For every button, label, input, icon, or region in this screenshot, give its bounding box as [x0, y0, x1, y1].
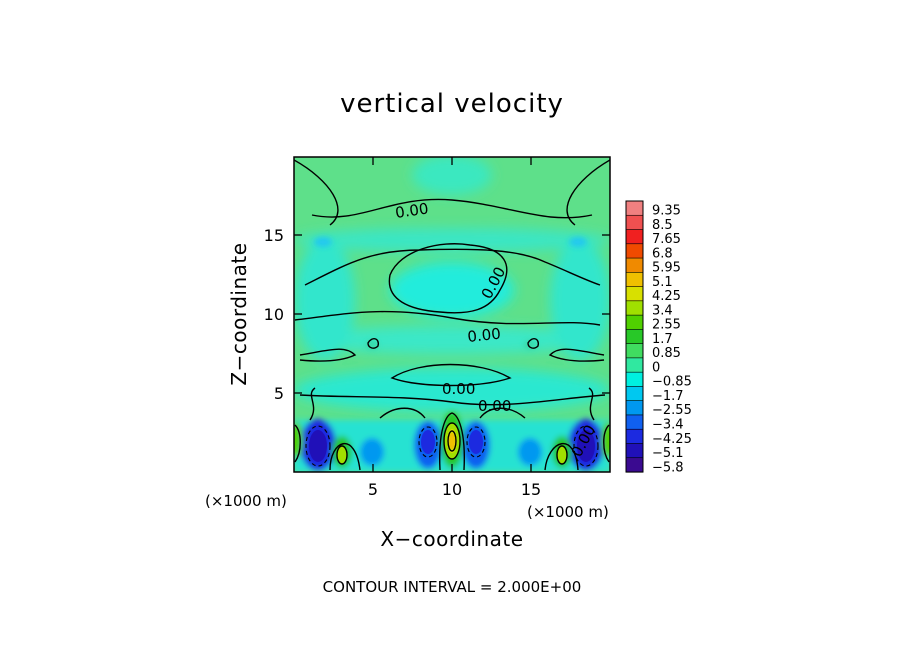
colorbar-swatch [625, 214, 644, 231]
x-tick-label: 10 [442, 480, 462, 499]
y-tick-label: 10 [264, 305, 284, 324]
x-unit-label: (×1000 m) [527, 503, 609, 521]
contour-interval-text: CONTOUR INTERVAL = 2.000E+00 [323, 578, 582, 596]
colorbar-frame [625, 200, 644, 473]
colorbar-swatch [625, 243, 644, 259]
contour-label: 0.00 [394, 199, 430, 221]
colorbar-swatch [625, 343, 644, 359]
colorbar-swatch [625, 371, 644, 388]
colorbar-level-label: 5.95 [652, 261, 681, 276]
contour-label: 0.00 [478, 397, 511, 415]
colorbar-level-label: −0.85 [652, 375, 692, 390]
contour-lines-dashed [305, 425, 599, 467]
colorbar-swatch [625, 200, 644, 216]
colorbar-level-label: 7.65 [652, 232, 681, 247]
colorbar-level-label: −3.4 [652, 418, 684, 433]
y-tick-label: 15 [264, 226, 284, 245]
velocity-field: 0.00 0.00 0.00 0.00 0.00 0.00 [294, 157, 610, 472]
colorbar-level-label: 0.85 [652, 346, 681, 361]
colorbar-swatch [625, 229, 644, 245]
x-tick-label: 15 [521, 480, 541, 499]
colorbar-swatch [625, 257, 644, 273]
x-tick-label: 5 [368, 480, 378, 499]
chart-title: vertical velocity [340, 89, 564, 119]
colorbar-swatch [625, 300, 644, 316]
colorbar-level-label: 2.55 [652, 318, 681, 333]
colorbar-level-label: −5.8 [652, 460, 684, 475]
colorbar-swatch [625, 357, 644, 373]
colorbar-swatches [625, 200, 644, 473]
y-tick-label: 5 [274, 384, 284, 403]
colorbar-level-label: 0 [652, 360, 660, 375]
y-axis-label: Z−coordinate [227, 242, 251, 385]
colorbar-level-label: −4.25 [652, 432, 692, 447]
colorbar-swatch [625, 386, 644, 402]
contour-lines [294, 159, 610, 471]
colorbar-level-label: 6.8 [652, 246, 673, 261]
colorbar-swatch [625, 286, 644, 302]
y-ticks [294, 234, 610, 394]
contour-label: 0.00 [467, 325, 502, 346]
colorbar: 9.358.57.656.85.955.14.253.42.551.70.850… [625, 200, 692, 476]
colorbar-level-label: −1.7 [652, 389, 684, 404]
colorbar-swatch [625, 457, 644, 473]
colorbar-swatch [625, 414, 644, 430]
colorbar-level-label: −5.1 [652, 446, 684, 461]
colorbar-swatch [625, 314, 644, 330]
colorbar-swatch [625, 272, 644, 288]
colorbar-swatch [625, 428, 644, 445]
colorbar-swatch [625, 400, 644, 416]
colorbar-level-label: 9.35 [652, 204, 681, 219]
colorbar-swatch [625, 329, 644, 345]
colorbar-level-label: 5.1 [652, 275, 673, 290]
x-ticks [372, 157, 532, 472]
field-cyan-regions [294, 157, 610, 412]
colorbar-swatch [625, 443, 644, 459]
colorbar-labels: 9.358.57.656.85.955.14.253.42.551.70.850… [652, 204, 692, 476]
colorbar-level-label: 1.7 [652, 332, 673, 347]
colorbar-level-label: 4.25 [652, 289, 681, 304]
plot-area: 0.00 0.00 0.00 0.00 0.00 0.00 [205, 156, 611, 551]
colorbar-level-label: 8.5 [652, 218, 673, 233]
colorbar-level-label: 3.4 [652, 303, 673, 318]
x-axis-label: X−coordinate [380, 527, 523, 551]
contour-label: 0.00 [442, 380, 475, 398]
field-cores [309, 423, 595, 464]
colorbar-level-label: −2.55 [652, 403, 692, 418]
z-unit-label: (×1000 m) [205, 492, 287, 510]
